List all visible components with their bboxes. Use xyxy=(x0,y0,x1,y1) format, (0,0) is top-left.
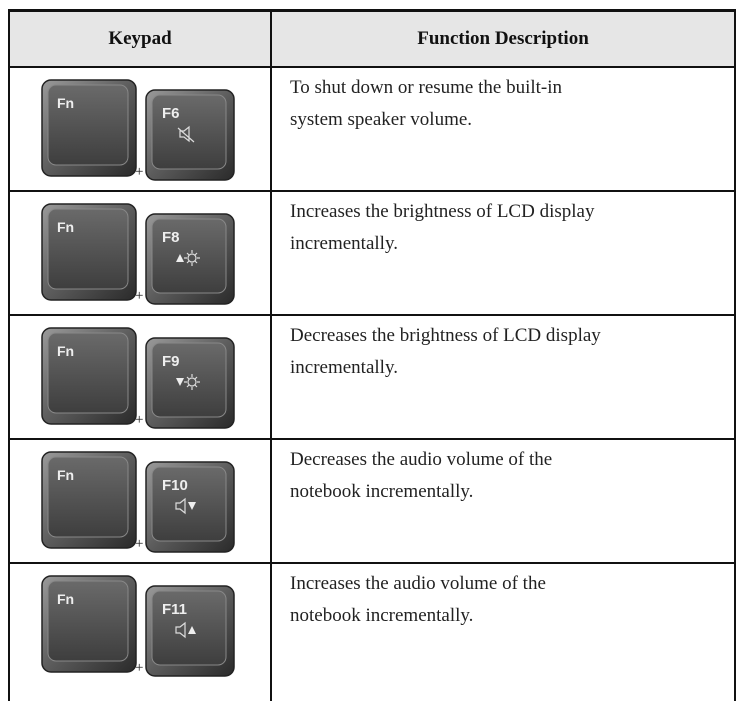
sun-rays xyxy=(184,374,200,390)
table-top-border xyxy=(8,9,736,12)
description-line: system speaker volume. xyxy=(290,109,473,130)
triangle xyxy=(176,378,184,386)
sun xyxy=(187,253,197,263)
f-key-label: F11 xyxy=(162,601,187,618)
fn-key-label: Fn xyxy=(57,95,74,111)
key-icon xyxy=(176,374,200,390)
header-function: Function Description xyxy=(272,12,734,66)
plus-sign: + xyxy=(135,164,143,180)
fn-key-label: Fn xyxy=(57,219,74,235)
header-keypad: Keypad xyxy=(10,12,270,66)
plus-sign: + xyxy=(135,288,143,304)
row-border xyxy=(8,190,736,192)
row-border xyxy=(8,438,736,440)
description-line: To shut down or resume the built-in xyxy=(290,77,563,98)
triangle xyxy=(188,502,196,510)
description-line: Decreases the audio volume of the xyxy=(290,449,553,470)
fn-key-label: Fn xyxy=(57,343,74,359)
sun-rays xyxy=(184,250,200,266)
row-border xyxy=(8,562,736,564)
table-left-border xyxy=(8,9,10,701)
sun xyxy=(187,377,197,387)
f-key-label: F8 xyxy=(162,229,180,246)
description-line: incrementally. xyxy=(290,357,398,378)
f-key-face xyxy=(151,590,227,666)
plus-sign: + xyxy=(135,536,143,552)
description: Decreases the brightness of LCD display i… xyxy=(272,316,734,384)
keypad-cell: Fn + F9 xyxy=(41,327,235,429)
f-key-label: F6 xyxy=(162,105,180,122)
description-line: Increases the brightness of LCD display xyxy=(290,201,595,222)
description-line: Decreases the brightness of LCD display xyxy=(290,325,601,346)
plus-sign: + xyxy=(135,660,143,676)
row-border xyxy=(8,314,736,316)
f-key-label: F10 xyxy=(162,477,188,494)
column-divider xyxy=(270,9,272,701)
key-icon xyxy=(176,250,200,266)
triangle xyxy=(176,254,184,262)
description-line: notebook incrementally. xyxy=(290,605,474,626)
fn-key-face xyxy=(47,580,129,662)
speaker-icon xyxy=(175,497,186,515)
plus-sign: + xyxy=(135,412,143,428)
keypad-cell: Fn + F8 xyxy=(41,203,235,305)
description: To shut down or resume the built-in syste… xyxy=(272,68,734,136)
speaker-icon xyxy=(177,125,195,143)
keypad-cell: Fn + F11 xyxy=(41,575,235,677)
fn-key-label: Fn xyxy=(57,591,74,607)
fn-key-label: Fn xyxy=(57,467,74,483)
fn-key-face xyxy=(47,84,129,166)
description: Increases the brightness of LCD display i… xyxy=(272,192,734,260)
description: Decreases the audio volume of the noteboo… xyxy=(272,440,734,508)
f-key-label: F9 xyxy=(162,353,180,370)
fn-key-face xyxy=(47,332,129,414)
keypad-cell: Fn + F10 xyxy=(41,451,235,553)
triangle xyxy=(188,626,196,634)
fn-key-face xyxy=(47,456,129,538)
description-line: notebook incrementally. xyxy=(290,481,474,502)
keypad-cell: Fn + F6 xyxy=(41,79,235,181)
description: Increases the audio volume of the noteboo… xyxy=(272,564,734,632)
key-icon xyxy=(175,497,196,515)
fn-key-face xyxy=(47,208,129,290)
description-line: Increases the audio volume of the xyxy=(290,573,546,594)
key-icon xyxy=(177,125,195,143)
header-bottom-border xyxy=(8,66,736,68)
key-icon xyxy=(175,621,196,639)
table-right-border xyxy=(734,9,736,701)
description-line: incrementally. xyxy=(290,233,398,254)
speaker-icon xyxy=(175,621,186,639)
